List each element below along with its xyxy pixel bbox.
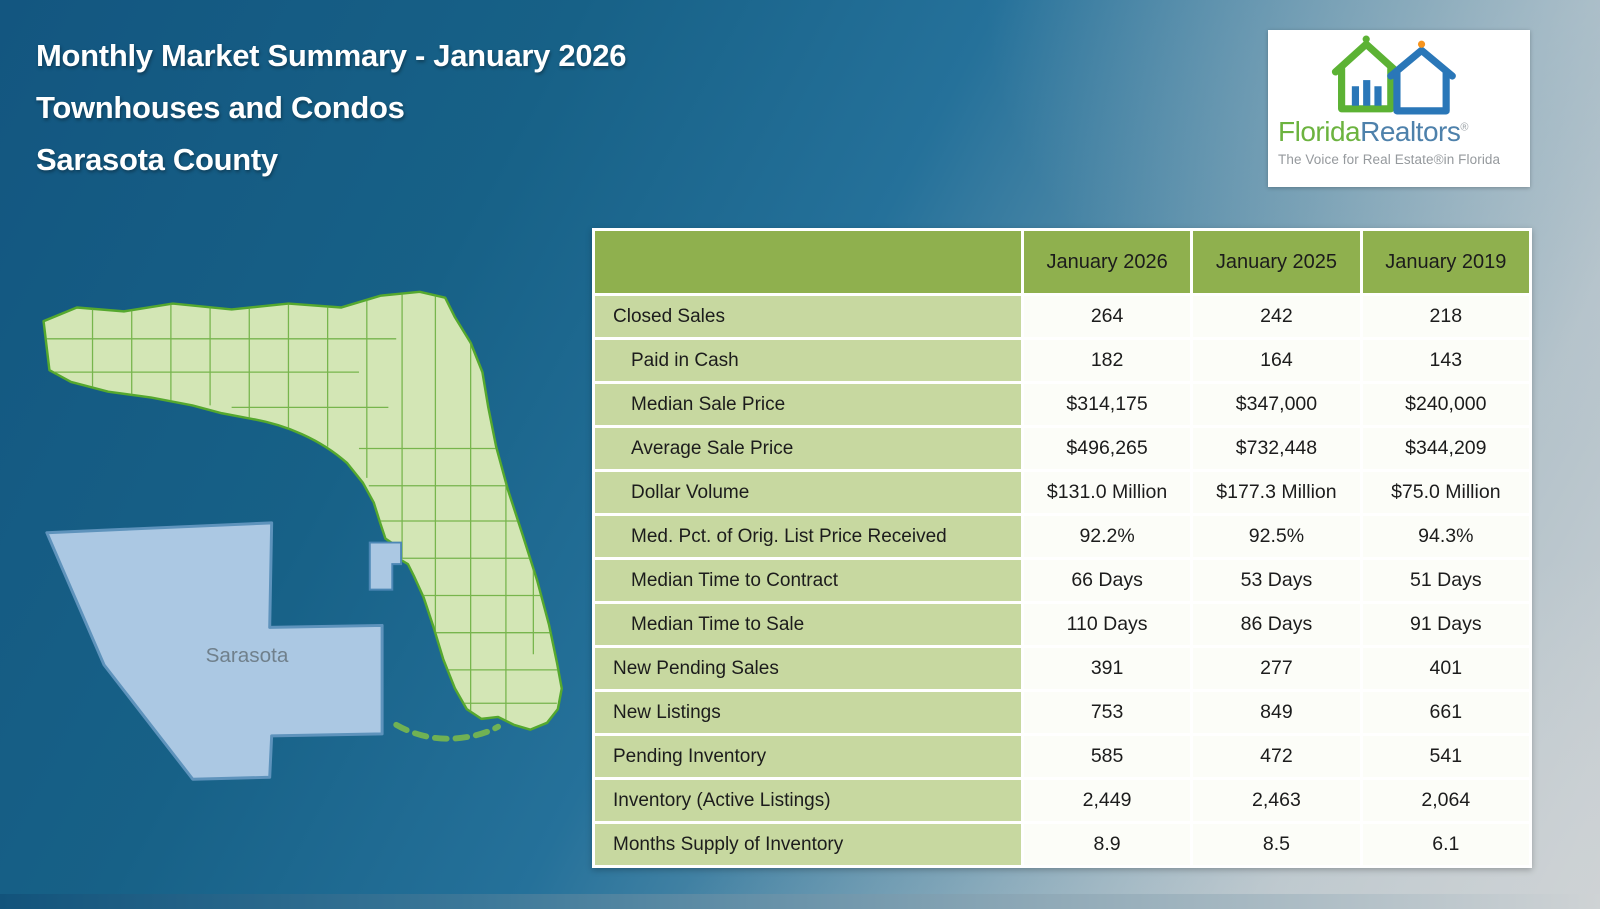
row-value: 6.1	[1362, 824, 1529, 865]
sarasota-zoom-shape: Sarasota	[45, 521, 384, 781]
row-label: Median Time to Sale	[595, 604, 1021, 645]
row-value: $75.0 Million	[1362, 472, 1529, 513]
row-label: Paid in Cash	[595, 340, 1021, 381]
corner-header-cell	[595, 231, 1021, 293]
title-line-1: Monthly Market Summary - January 2026	[36, 38, 627, 73]
table-row: Paid in Cash 182 164 143	[595, 340, 1529, 381]
row-value: 2,449	[1023, 780, 1191, 821]
table-row: Dollar Volume $131.0 Million $177.3 Millio…	[595, 472, 1529, 513]
row-value: 164	[1193, 340, 1360, 381]
row-value: $240,000	[1362, 384, 1529, 425]
row-label: Dollar Volume	[595, 472, 1021, 513]
table-header-row: January 2026 January 2025 January 2019	[595, 231, 1529, 293]
row-value: 51 Days	[1362, 560, 1529, 601]
table-row: Med. Pct. of Orig. List Price Received 92…	[595, 516, 1529, 557]
brand-realtors: Realtors	[1360, 116, 1461, 147]
column-header: January 2019	[1362, 231, 1529, 293]
row-label: Average Sale Price	[595, 428, 1021, 469]
florida-outline	[42, 290, 563, 731]
florida-realtors-logo: FloridaRealtors® The Voice for Real Esta…	[1268, 30, 1530, 187]
row-label: New Listings	[595, 692, 1021, 733]
table-row: Pending Inventory 585 472 541	[595, 736, 1529, 777]
title-line-3: Sarasota County	[36, 142, 278, 178]
table-row: New Listings 753 849 661	[595, 692, 1529, 733]
row-value: 8.5	[1193, 824, 1360, 865]
row-value: 472	[1193, 736, 1360, 777]
title-line-2: Townhouses and Condos	[36, 90, 405, 126]
row-value: 86 Days	[1193, 604, 1360, 645]
county-borders	[43, 291, 561, 730]
row-value: 8.9	[1023, 824, 1191, 865]
brand-florida: Florida	[1278, 116, 1361, 147]
brand-wordmark: FloridaRealtors®	[1278, 118, 1468, 146]
brand-tagline: The Voice for Real Estate®in Florida	[1278, 152, 1501, 167]
sarasota-label: Sarasota	[206, 644, 289, 667]
row-value: 218	[1362, 296, 1529, 337]
row-value: 401	[1362, 648, 1529, 689]
row-value: 277	[1193, 648, 1360, 689]
row-value: 110 Days	[1023, 604, 1191, 645]
row-value: $496,265	[1023, 428, 1191, 469]
table-row: Average Sale Price $496,265 $732,448 $344,2…	[595, 428, 1529, 469]
row-value: 242	[1193, 296, 1360, 337]
row-value: 66 Days	[1023, 560, 1191, 601]
row-value: $344,209	[1362, 428, 1529, 469]
row-value: 94.3%	[1362, 516, 1529, 557]
table-row: Median Sale Price $314,175 $347,000 $240,00…	[595, 384, 1529, 425]
row-label: Months Supply of Inventory	[595, 824, 1021, 865]
table-body: Closed Sales 264 242 218 Paid in Cash 182 164 1…	[595, 296, 1529, 865]
row-label: Inventory (Active Listings)	[595, 780, 1021, 821]
registered-mark: ®	[1460, 121, 1468, 134]
row-value: 585	[1023, 736, 1191, 777]
row-value: $314,175	[1023, 384, 1191, 425]
row-label: Closed Sales	[595, 296, 1021, 337]
row-label: New Pending Sales	[595, 648, 1021, 689]
row-value: 182	[1023, 340, 1191, 381]
row-value: $347,000	[1193, 384, 1360, 425]
row-value: 661	[1362, 692, 1529, 733]
table-row: Closed Sales 264 242 218	[595, 296, 1529, 337]
column-header: January 2025	[1193, 231, 1360, 293]
row-value: 53 Days	[1193, 560, 1360, 601]
row-value: 2,463	[1193, 780, 1360, 821]
row-value: 92.5%	[1193, 516, 1360, 557]
florida-keys	[393, 721, 502, 742]
row-value: 541	[1362, 736, 1529, 777]
row-value: 753	[1023, 692, 1191, 733]
row-label: Med. Pct. of Orig. List Price Received	[595, 516, 1021, 557]
row-value: 143	[1362, 340, 1529, 381]
column-header: January 2026	[1023, 231, 1191, 293]
table-row: Median Time to Sale 110 Days 86 Days 91 Day…	[595, 604, 1529, 645]
row-value: $131.0 Million	[1023, 472, 1191, 513]
table-row: Median Time to Contract 66 Days 53 Days 51 …	[595, 560, 1529, 601]
table-row: Months Supply of Inventory 8.9 8.5 6.1	[595, 824, 1529, 865]
row-value: 91 Days	[1362, 604, 1529, 645]
table-row: New Pending Sales 391 277 401	[595, 648, 1529, 689]
row-value: $732,448	[1193, 428, 1360, 469]
sarasota-county-highlight	[368, 541, 403, 591]
row-value: 849	[1193, 692, 1360, 733]
row-value: 92.2%	[1023, 516, 1191, 557]
row-label: Median Time to Contract	[595, 560, 1021, 601]
row-label: Median Sale Price	[595, 384, 1021, 425]
florida-map	[42, 290, 563, 742]
row-label: Pending Inventory	[595, 736, 1021, 777]
row-value: 2,064	[1362, 780, 1529, 821]
table-row: Inventory (Active Listings) 2,449 2,463 2,0…	[595, 780, 1529, 821]
market-summary-table: January 2026 January 2025 January 2019 Clo…	[592, 228, 1532, 868]
row-value: $177.3 Million	[1193, 472, 1360, 513]
row-value: 391	[1023, 648, 1191, 689]
bottom-edge-bar	[0, 894, 1600, 909]
houses-icon	[1331, 35, 1456, 115]
row-value: 264	[1023, 296, 1191, 337]
report-title: Monthly Market Summary - January 2026 To…	[36, 30, 626, 186]
